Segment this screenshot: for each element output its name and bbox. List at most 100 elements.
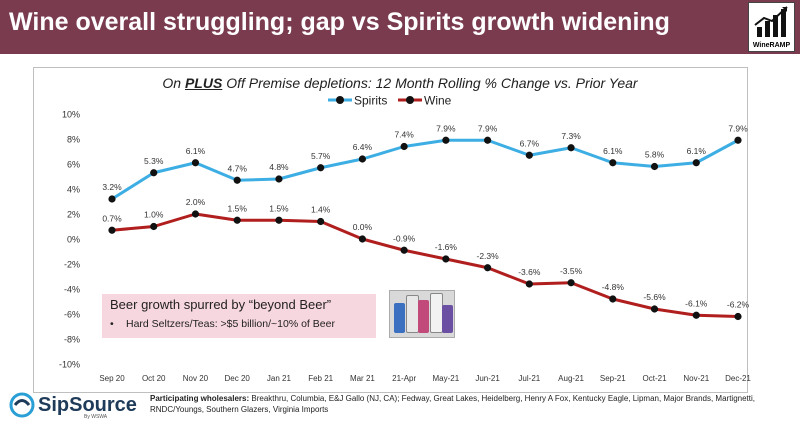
hard-seltzer-cans-image xyxy=(389,290,455,338)
data-point-wine xyxy=(233,216,241,224)
series-group: 3.2% 5.3% 6.1% 4.7% 4.8% 5.7% 6.4% 7.4% 7.9% 7.9%… xyxy=(102,123,750,321)
x-tick-label: Oct-21 xyxy=(643,374,668,383)
legend: Spirits Wine xyxy=(328,94,452,108)
data-point-wine xyxy=(275,216,283,224)
data-point-spirits xyxy=(484,136,492,144)
y-axis: 10% 8% 6% 4% 2% 0% -2% -4% -6% -8% -10% xyxy=(59,110,80,370)
data-label-wine: 1.0% xyxy=(144,210,164,220)
x-tick-label: Feb 21 xyxy=(308,374,333,383)
data-point-wine xyxy=(358,235,366,243)
sipsource-brand: SipSource xyxy=(38,394,137,416)
legend-label-wine: Wine xyxy=(424,94,452,108)
data-label-spirits: 5.8% xyxy=(645,150,665,160)
data-point-spirits xyxy=(191,159,200,167)
data-label-spirits: 7.3% xyxy=(561,131,581,141)
y-tick-label: -2% xyxy=(64,260,80,270)
x-tick-label: 21-Apr xyxy=(392,374,416,383)
title-banner: Wine overall struggling; gap vs Spirits … xyxy=(0,0,800,54)
data-label-spirits: 4.8% xyxy=(269,162,289,172)
data-point-wine xyxy=(150,222,158,231)
logo-text: WineRAMP xyxy=(752,42,791,49)
seltzer-can xyxy=(394,303,405,333)
data-point-spirits xyxy=(400,142,408,151)
data-label-spirits: 6.1% xyxy=(603,146,623,156)
x-tick-label: Nov-21 xyxy=(683,374,709,383)
data-point-wine xyxy=(400,246,408,254)
data-point-wine xyxy=(484,264,492,272)
y-tick-label: 10% xyxy=(62,110,80,120)
data-point-wine xyxy=(692,311,700,319)
data-label-wine: -2.3% xyxy=(476,251,499,261)
y-tick-label: 0% xyxy=(67,235,80,245)
chart-title-rest: Off Premise depletions: 12 Month Rolling… xyxy=(222,75,638,91)
series-line-spirits xyxy=(111,138,739,201)
chart-frame xyxy=(33,67,748,393)
data-point-spirits xyxy=(108,195,116,203)
sipsource-logo-icon xyxy=(9,392,35,418)
y-tick-label: 2% xyxy=(67,210,80,220)
data-point-wine xyxy=(567,279,575,287)
data-point-wine xyxy=(650,305,659,313)
y-tick-label: -10% xyxy=(59,360,80,370)
x-tick-label: Dec 20 xyxy=(225,374,251,383)
data-point-spirits xyxy=(150,169,158,177)
x-tick-label: Oct 20 xyxy=(142,374,166,383)
participants-label: Participating wholesalers: xyxy=(150,394,250,403)
data-label-wine: -4.8% xyxy=(602,282,625,292)
sipsource-brand-sub: By WSWA xyxy=(84,414,108,420)
x-tick-label: Sep-21 xyxy=(600,374,626,383)
data-label-wine: -5.6% xyxy=(643,292,666,302)
x-tick-label: Jun-21 xyxy=(475,374,500,383)
seltzer-can xyxy=(418,300,429,333)
data-label-wine: -3.6% xyxy=(518,267,541,277)
data-label-spirits: 7.4% xyxy=(394,130,414,140)
data-label-spirits: 5.7% xyxy=(311,151,331,161)
seltzer-can xyxy=(442,305,453,333)
data-point-spirits xyxy=(734,136,742,144)
data-point-wine xyxy=(191,210,200,218)
bullet-marker: • xyxy=(110,318,114,330)
x-tick-label: Sep 20 xyxy=(99,374,125,383)
data-label-wine: -3.5% xyxy=(560,266,583,276)
x-tick-label: Jan 21 xyxy=(267,374,292,383)
data-point-wine xyxy=(317,217,325,226)
y-tick-label: 4% xyxy=(67,185,80,195)
data-label-wine: 1.4% xyxy=(311,205,331,215)
callout-heading: Beer growth spurred by “beyond Beer” xyxy=(110,297,332,312)
data-label-spirits: 6.4% xyxy=(353,142,373,152)
x-tick-label: Aug-21 xyxy=(558,374,584,383)
data-label-spirits: 4.7% xyxy=(228,163,248,173)
data-point-spirits xyxy=(233,176,241,184)
participating-wholesalers: Participating wholesalers: Breakthru, Co… xyxy=(150,394,795,415)
participants-text: Breakthru, Columbia, E&J Gallo (NJ, CA);… xyxy=(150,394,755,414)
data-point-spirits xyxy=(567,144,575,152)
x-axis: Sep 20 Oct 20 Nov 20 Dec 20 Jan 21 Feb 21 Mar … xyxy=(99,374,751,383)
data-label-wine: 1.5% xyxy=(269,203,289,213)
data-point-spirits xyxy=(650,162,659,171)
chart-title-emphasis: PLUS xyxy=(184,75,223,91)
page-title: Wine overall struggling; gap vs Spirits … xyxy=(9,8,670,36)
callout-bullet: • Hard Seltzers/Teas: >$5 billion/~10% of… xyxy=(110,318,335,330)
data-label-wine: 2.0% xyxy=(186,197,206,207)
legend-marker-wine xyxy=(406,96,414,104)
y-tick-label: -6% xyxy=(64,310,80,320)
data-point-wine xyxy=(734,312,742,321)
x-tick-label: Jul-21 xyxy=(518,374,540,383)
data-label-wine: -6.2% xyxy=(727,300,750,310)
x-tick-label: Nov 20 xyxy=(183,374,209,383)
data-point-wine xyxy=(108,226,116,234)
data-label-spirits: 7.9% xyxy=(728,123,748,133)
data-point-spirits xyxy=(525,151,533,159)
data-label-wine: 0.0% xyxy=(353,222,373,232)
chart-title: On PLUS Off Premise depletions: 12 Month… xyxy=(0,75,800,91)
data-label-spirits: 7.9% xyxy=(436,123,456,133)
y-tick-label: -8% xyxy=(64,335,80,345)
x-tick-label: May-21 xyxy=(433,374,460,383)
data-label-wine: 0.7% xyxy=(102,213,122,223)
data-point-wine xyxy=(442,255,450,263)
callout-bullet-text: Hard Seltzers/Teas: >$5 billion/~10% of … xyxy=(126,318,335,330)
bar-chart-logo-icon xyxy=(754,6,788,37)
y-tick-label: 8% xyxy=(67,135,80,145)
data-point-wine xyxy=(609,295,617,303)
data-label-wine: -0.9% xyxy=(393,233,416,243)
